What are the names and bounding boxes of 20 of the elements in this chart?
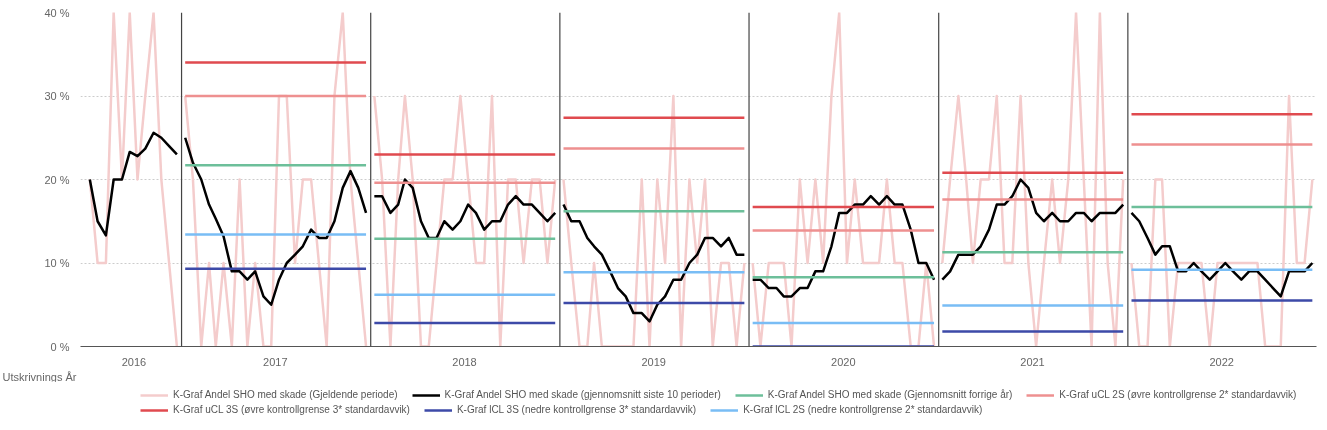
- x-tick-label: 2020: [831, 355, 856, 368]
- legend-label: K-Graf lCL 2S (nedre kontrollgrense 2* standardavvik): [743, 404, 983, 415]
- x-axis-title: Utskrivnings År: [2, 370, 77, 383]
- x-tick-label: 2021: [1020, 355, 1045, 368]
- y-tick-label: 30 %: [44, 90, 70, 102]
- y-tick-label: 20 %: [44, 173, 70, 186]
- y-tick-label: 10 %: [44, 257, 70, 269]
- legend-label: K-Graf Andel SHO med skade (Gjeldende periode): [173, 389, 398, 400]
- legend-label: K-Graf Andel SHO med skade (gjennomsnitt siste 10 perioder): [444, 389, 721, 400]
- legend-label: K-Graf Andel SHO med skade (Gjennomsnitt forrige år): [767, 389, 1013, 400]
- x-tick-label: 2018: [452, 355, 477, 368]
- y-tick-label: 40 %: [44, 6, 70, 19]
- legend-label: K-Graf uCL 3S (øvre kontrollgrense 3* standardavvik): [173, 404, 410, 415]
- x-tick-label: 2017: [263, 355, 288, 368]
- x-tick-label: 2022: [1209, 355, 1234, 368]
- legend-label: K-Graf uCL 2S (øvre kontrollgrense 2* standardavvik): [1059, 389, 1297, 400]
- legend-label: K-Graf lCL 3S (nedre kontrollgrense 3* standardavvik): [456, 404, 697, 415]
- x-tick-label: 2016: [121, 355, 147, 368]
- x-tick-label: 2019: [641, 355, 666, 368]
- y-tick-label: 0 %: [50, 340, 70, 353]
